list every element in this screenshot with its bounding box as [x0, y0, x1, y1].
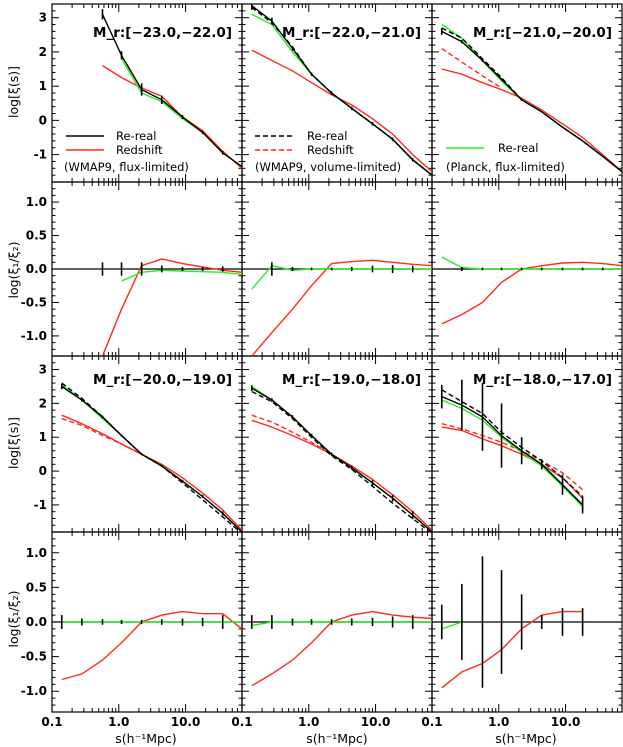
y-tick-label: 0: [39, 464, 47, 478]
panel-title-2: M_r:[−22.0,−21.0]: [282, 25, 421, 41]
series-real: [251, 387, 432, 532]
x-tick-label: 0.1: [231, 715, 252, 729]
series-ratio-rereal: [251, 264, 432, 290]
y-tick-label: 1: [39, 430, 47, 444]
y-tick-label: 2: [39, 396, 47, 410]
series-redshift: [441, 426, 584, 499]
y-tick-label: 3: [39, 11, 47, 25]
legend-real-wv-label: Re-real: [307, 129, 348, 143]
series-real-volume: [61, 382, 242, 532]
ylabel-ratio-top: log(ξ₁/ξ₂): [6, 242, 21, 299]
series-redshift: [61, 414, 242, 531]
legend-redshift-wv-label: Redshift: [307, 143, 354, 157]
panel-title-4: M_r:[−20.0,−19.0]: [93, 372, 232, 388]
series-ratio-rereal: [121, 269, 242, 282]
plot-panels: [51, 3, 623, 713]
series-ratio-redshift: [251, 610, 432, 687]
series-real: [61, 385, 242, 532]
xlabel-col-3: s(h⁻¹Mpc): [495, 731, 556, 746]
series-redshift-volume: [441, 47, 502, 89]
panel-title-5: M_r:[−19.0,−18.0]: [282, 372, 421, 388]
y-tick-label: -1.0: [21, 329, 47, 343]
y-tick-label: 2: [39, 45, 47, 59]
series-ratio-redshift: [101, 258, 242, 356]
series-rereal: [251, 385, 432, 532]
y-tick-label: -0.5: [21, 650, 47, 664]
series-ratio-redshift: [441, 261, 622, 325]
y-tick-label: -1: [34, 148, 47, 162]
legend-rereal-label: Re-real: [498, 141, 539, 155]
xlabel-col-2: s(h⁻¹Mpc): [306, 731, 367, 746]
y-tick-label: 0.5: [26, 229, 47, 243]
series-real: [441, 395, 584, 506]
legend-redshift-label: Redshift: [116, 143, 163, 157]
y-tick-label: 1.0: [26, 195, 47, 209]
ylabel-ratio-bottom: log(ξ₁/ξ₂): [6, 591, 21, 648]
xlabel-col-1: s(h⁻¹Mpc): [115, 731, 176, 746]
x-tick-label: 1.0: [488, 715, 509, 729]
y-tick-label: 0.0: [26, 262, 47, 276]
series-redshift-volume: [251, 414, 332, 455]
y-tick-label: 0: [39, 113, 47, 127]
series-real: [441, 30, 622, 173]
series-redshift: [102, 65, 242, 169]
series-ratio-rereal: [441, 256, 622, 270]
legend-note-3: (Planck, flux-limited): [446, 160, 565, 174]
series-ratio-redshift: [441, 610, 583, 689]
panel-title-6: M_r:[−18.0,−17.0]: [473, 372, 612, 388]
series-ratio-redshift: [251, 259, 432, 356]
series-redshift-volume: [441, 423, 584, 491]
x-tick-label: 1.0: [298, 715, 319, 729]
y-tick-label: 3: [39, 363, 47, 377]
y-tick-label: -1.0: [21, 684, 47, 698]
series-real-volume: [441, 389, 584, 498]
x-tick-label: 0.1: [421, 715, 442, 729]
series-redshift: [441, 68, 622, 173]
y-tick-label: -0.5: [21, 295, 47, 309]
tick-marks: [51, 3, 623, 713]
legend-real-label: Re-real: [116, 129, 157, 143]
series-redshift-volume: [61, 417, 142, 455]
x-tick-label: 0.1: [41, 715, 62, 729]
legend-note-2: (WMAP9, volume-limited): [255, 160, 401, 174]
series-ratio-redshift: [61, 610, 242, 681]
data-series: [60, 4, 622, 689]
series-ratio-rereal: [251, 621, 432, 627]
x-tick-label: 1.0: [108, 715, 129, 729]
x-tick-label: 10.0: [551, 715, 581, 729]
y-tick-label: 0.5: [26, 580, 47, 594]
y-tick-label: -1: [34, 498, 47, 512]
series-real: [101, 14, 242, 168]
series-rereal: [61, 384, 242, 532]
panel-title-1: M_r:[−23.0,−22.0]: [93, 25, 232, 41]
legend-note-1: (WMAP9, flux-limited): [64, 160, 189, 174]
y-tick-label: 1.0: [26, 546, 47, 560]
series-rereal: [441, 399, 584, 508]
series-redshift: [251, 419, 432, 531]
x-tick-label: 10.0: [171, 715, 201, 729]
panel-title-3: M_r:[−21.0,−20.0]: [473, 25, 612, 41]
y-tick-label: 1: [39, 79, 47, 93]
ylabel-xi-bottom: log[ξ(s)]: [6, 417, 21, 469]
series-ratio-rereal: [441, 621, 463, 630]
y-tick-label: 0.0: [26, 615, 47, 629]
x-tick-label: 10.0: [361, 715, 391, 729]
tick-labels: -1 0 1 2 3 -1.0 -0.5 0.0 0.5 1.0 -1 0 1 2 3 -1.0 -0.5 0.0…: [21, 11, 581, 729]
ylabel-xi-top: log[ξ(s)]: [6, 66, 21, 118]
series-real: [251, 5, 432, 176]
series-real-volume: [251, 390, 431, 532]
